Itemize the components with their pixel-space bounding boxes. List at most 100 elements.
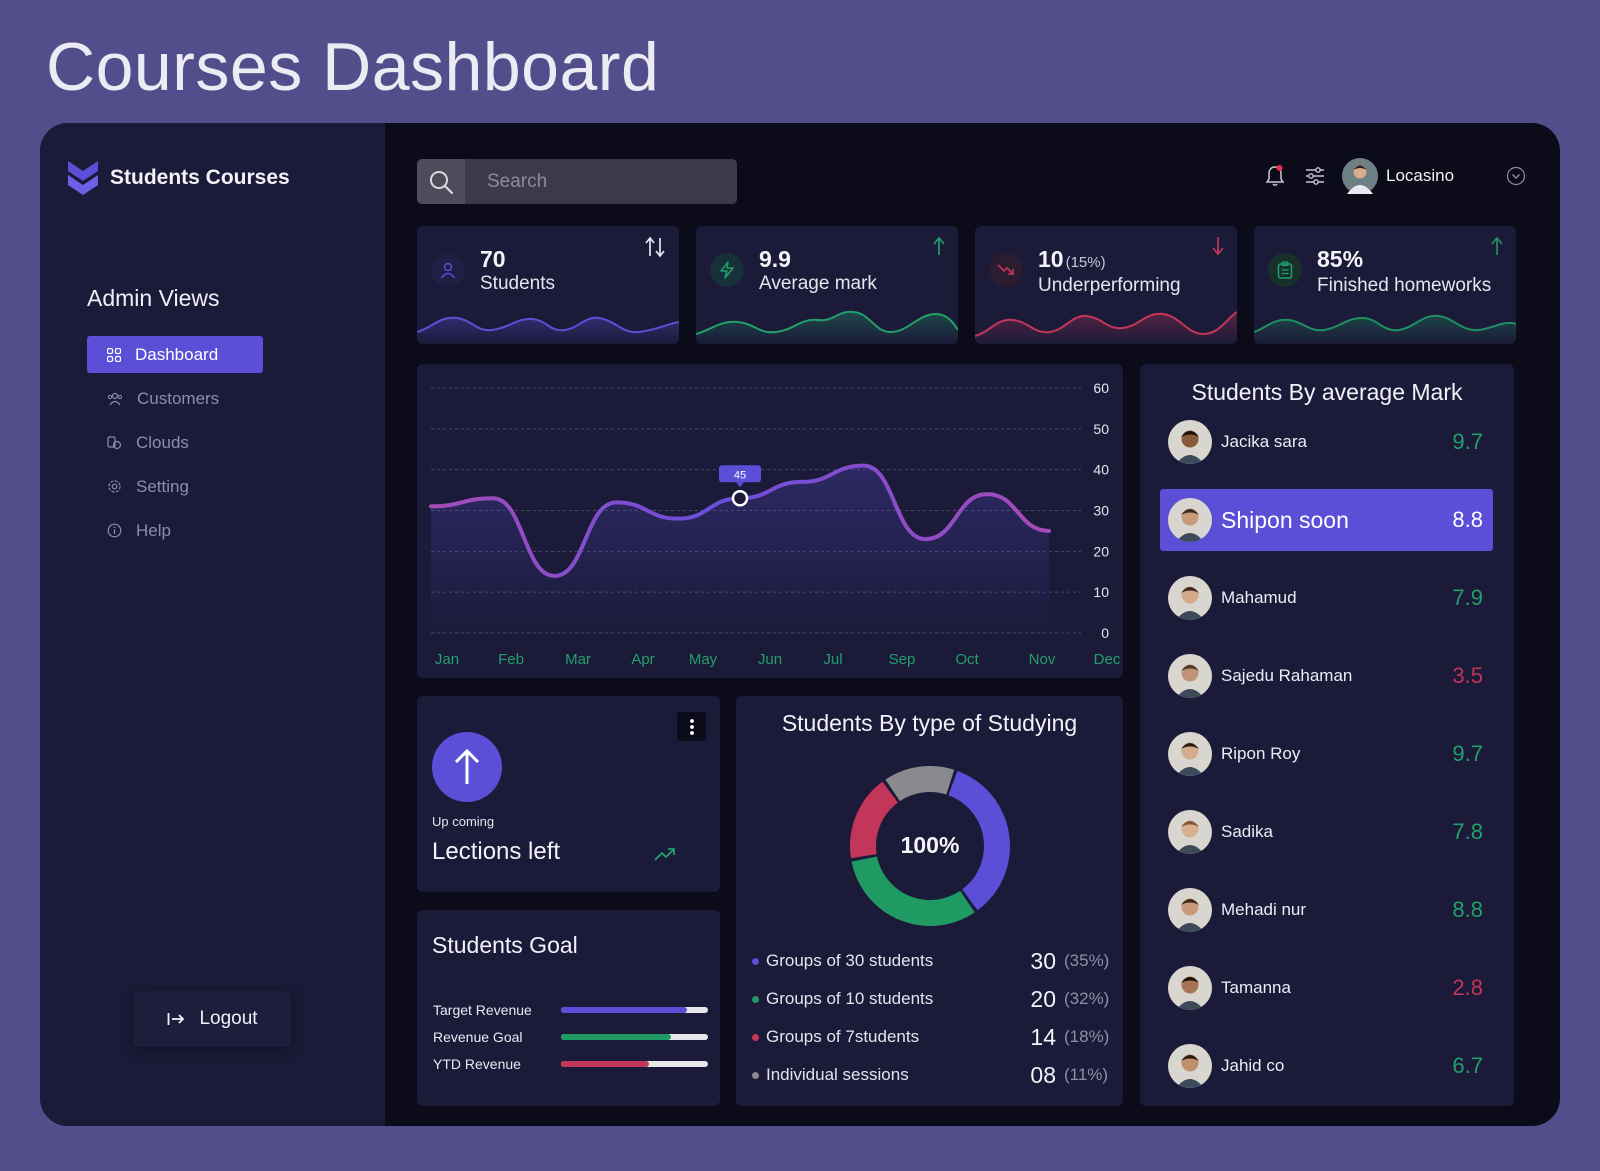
data-point (614, 500, 618, 504)
stat-sparkline (1254, 314, 1516, 344)
student-name: Sadika (1221, 822, 1273, 841)
arrow-up-icon (1491, 236, 1503, 255)
donut-chart (850, 766, 1010, 926)
ranking-row[interactable]: Mahamud 7.9 (1160, 567, 1493, 629)
arrow-up-circle-icon[interactable] (432, 732, 502, 802)
chevron-down-icon[interactable] (1506, 166, 1526, 186)
avatar (1168, 420, 1212, 464)
x-tick-label: Nov (1029, 651, 1056, 668)
legend-row: Groups of 7students 14 (18%) (752, 1022, 1109, 1052)
stat-sparkline (417, 316, 679, 344)
studying-type-card: Students By type of Studying 100% Groups… (736, 696, 1123, 1106)
studying-title: Students By type of Studying (781, 710, 1078, 736)
x-tick-label: Jun (758, 651, 782, 668)
user-name[interactable]: Locasino (1386, 166, 1455, 185)
y-tick-label: 40 (1093, 462, 1109, 478)
goal-row-target-revenue: Target Revenue (433, 1002, 708, 1018)
ranking-row[interactable]: Sajedu Rahaman 3.5 (1160, 645, 1493, 707)
stat-value: 70 (480, 246, 506, 272)
more-button[interactable] (677, 712, 706, 741)
y-tick-label: 10 (1093, 584, 1109, 600)
stat-value: 10 (15%) (1038, 246, 1106, 272)
progress-fill (561, 1034, 672, 1040)
ranking-row[interactable]: Shipon soon 8.8 (1160, 489, 1493, 551)
student-name: Jahid co (1221, 1056, 1285, 1075)
sidebar-item-setting[interactable]: Setting (87, 468, 263, 505)
stat-sparkline (975, 311, 1237, 344)
student-score: 7.8 (1452, 819, 1483, 844)
legend-row: Groups of 10 students 20 (32%) (752, 984, 1109, 1014)
legend-dot (752, 1033, 759, 1041)
avatar (1168, 654, 1212, 698)
avatar[interactable] (1342, 158, 1378, 194)
ranking-row[interactable]: Mehadi nur 8.8 (1160, 879, 1493, 941)
x-tick-label: Sep (889, 651, 916, 668)
sidebar-item-label: Clouds (136, 432, 189, 452)
student-score: 2.8 (1452, 975, 1483, 1000)
sidebar-item-help[interactable]: Help (87, 512, 263, 549)
bell-icon[interactable] (1264, 164, 1286, 188)
search-input[interactable] (465, 170, 725, 193)
stat-card-average-mark[interactable]: 9.9 Average mark (696, 226, 958, 344)
students-ranking-card: Students By average Mark Jacika sara 9.7 S… (1140, 364, 1514, 1106)
goal-row-revenue-goal: Revenue Goal (433, 1029, 708, 1045)
student-score: 9.7 (1452, 741, 1483, 766)
clipboard-icon (1277, 261, 1293, 279)
legend-percent: (35%) (1064, 951, 1110, 970)
ranking-row[interactable]: Jacika sara 9.7 (1160, 411, 1493, 473)
stat-label: Finished homeworks (1317, 275, 1492, 296)
stat-value: 85% (1317, 246, 1364, 272)
goal-label: YTD Revenue (433, 1056, 521, 1072)
legend-value: 08 (1030, 1061, 1056, 1088)
dashboard-frame: Students Courses Admin Views Dashboard (40, 123, 1560, 1126)
stat-card-finished-homeworks[interactable]: 85% Finished homeworks (1254, 226, 1516, 344)
students-goal-card: Students Goal Target Revenue Revenue Goa… (417, 910, 720, 1106)
legend-row: Groups of 30 students 30 (35%) (752, 946, 1110, 976)
search-icon (430, 170, 454, 194)
data-point (923, 537, 927, 541)
logout-button[interactable]: Logout (134, 991, 291, 1047)
ranking-row[interactable]: Sadika 7.8 (1160, 801, 1493, 863)
student-score: 6.7 (1452, 1053, 1483, 1078)
legend-value: 30 (1030, 947, 1056, 974)
stat-card-underperforming[interactable]: 10 (15%) Underperforming (975, 226, 1237, 344)
donut-center-label: 100% (900, 832, 960, 858)
logout-label: Logout (199, 1008, 258, 1029)
ranking-row[interactable]: Tamanna 2.8 (1160, 957, 1493, 1019)
stat-label: Average mark (759, 273, 877, 294)
avatar (1168, 810, 1212, 854)
user-icon (440, 262, 456, 279)
sidebar-item-clouds[interactable]: Clouds (87, 424, 263, 461)
avatar (1168, 732, 1212, 776)
sidebar-item-label: Setting (136, 476, 189, 496)
data-point (429, 504, 433, 508)
data-point (491, 496, 495, 500)
section-title: Admin Views (87, 285, 220, 311)
topbar-actions: Locasino (1264, 158, 1526, 194)
legend-dot (752, 957, 759, 965)
ranking-row[interactable]: Jahid co 6.7 (1160, 1035, 1493, 1097)
x-tick-label: May (689, 651, 718, 668)
legend-value: 14 (1030, 1023, 1056, 1050)
stat-card-students[interactable]: 70 Students (417, 226, 679, 344)
student-name: Mahamud (1221, 588, 1297, 607)
legend-dot (752, 1071, 759, 1079)
tooltip-pointer (736, 482, 744, 488)
student-name: Jacika sara (1221, 432, 1307, 451)
progress-fill (561, 1061, 650, 1067)
ranking-row[interactable]: Ripon Roy 9.7 (1160, 723, 1493, 785)
sidebar-item-customers[interactable]: Customers (87, 380, 263, 417)
lightning-icon (720, 261, 734, 279)
brand[interactable]: Students Courses (66, 159, 290, 197)
sidebar-item-dashboard[interactable]: Dashboard (87, 336, 263, 373)
stat-icon (431, 253, 465, 287)
x-tick-label: Jul (823, 651, 842, 668)
student-name: Sajedu Rahaman (1221, 666, 1353, 685)
filter-icon[interactable] (1304, 165, 1326, 187)
sidebar-item-label: Help (136, 520, 171, 540)
users-icon (107, 392, 123, 405)
progress-bar (561, 1061, 708, 1067)
x-tick-label: Feb (498, 651, 524, 668)
line-chart: 60 50 40 30 20 10 0 Jan Feb Mar Apr May Jun Jul Sep Oct… (429, 380, 1121, 668)
search-button[interactable] (417, 159, 465, 204)
